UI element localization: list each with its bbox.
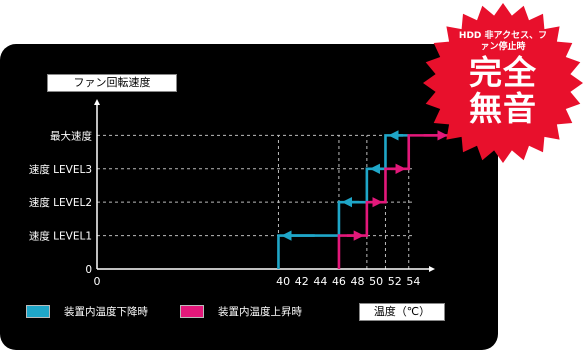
y-axis-label: ファン回転速度 [47, 74, 177, 92]
legend-label-heating: 装置内温度上昇時 [218, 306, 302, 318]
y-tick-label-4: 最大速度 [50, 129, 92, 142]
x-tick-label-1: 40 [276, 275, 290, 288]
y-tick-label-1: 速度 LEVEL1 [29, 230, 92, 243]
legend-swatch-heating [180, 305, 204, 318]
legend-item-heating: 装置内温度上昇時 [180, 304, 302, 319]
x-axis-label: 温度（℃） [359, 303, 445, 321]
x-tick-label-0: 0 [94, 275, 101, 288]
x-tick-label-3: 44 [313, 275, 327, 288]
x-tick-label-5: 48 [351, 275, 365, 288]
chart-panel [0, 44, 498, 350]
badge-headline: 完全無音 [469, 53, 537, 128]
x-tick-label-2: 42 [295, 275, 309, 288]
x-tick-label-4: 46 [332, 275, 346, 288]
legend-label-cooling: 装置内温度下降時 [64, 306, 148, 318]
badge-text: HDD 非アクセス、ファン停止時 完全無音 [420, 0, 586, 166]
x-tick-label-7: 52 [388, 275, 402, 288]
x-tick-label-6: 50 [369, 275, 383, 288]
y-tick-label-0: 0 [85, 264, 92, 276]
y-tick-label-2: 速度 LEVEL2 [29, 196, 92, 209]
badge-caption: HDD 非アクセス、ファン停止時 [458, 31, 548, 52]
x-tick-label-8: 54 [406, 275, 420, 288]
legend-swatch-cooling [26, 305, 50, 318]
y-tick-label-3: 速度 LEVEL3 [29, 163, 92, 176]
badge-starburst-shape [423, 3, 583, 163]
silent-badge [423, 3, 583, 163]
legend-item-cooling: 装置内温度下降時 [26, 304, 148, 319]
